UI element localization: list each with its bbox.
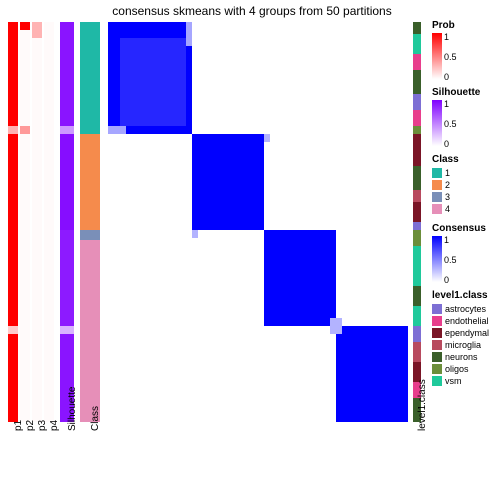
- consensus-heatmap: [108, 22, 408, 422]
- x-label-class: Class: [90, 406, 101, 431]
- legend-panel: Prob10.50 Silhouette10.50 Class1234 Consens…: [432, 20, 502, 395]
- level1-class-track: [413, 22, 421, 422]
- track-p2: [20, 22, 30, 422]
- x-label-p3: p3: [37, 420, 48, 431]
- plot-title: consensus skmeans with 4 groups from 50 …: [0, 4, 504, 18]
- track-p3: [32, 22, 42, 422]
- track-silhouette: [60, 22, 74, 422]
- legend-prob: Prob10.50: [432, 20, 502, 79]
- legend-consensus: Consensus10.50: [432, 223, 502, 282]
- legend-level1-class: level1.classastrocytesendothelialependym…: [432, 290, 502, 387]
- track-p1: [8, 22, 18, 422]
- plot-area: p1p2p3p4 Silhouette Class level1.class: [8, 22, 428, 442]
- x-label-p2: p2: [25, 420, 36, 431]
- x-label-level1-class: level1.class: [417, 379, 428, 431]
- track-class: [80, 22, 100, 422]
- x-label-p4: p4: [49, 420, 60, 431]
- legend-silhouette: Silhouette10.50: [432, 87, 502, 146]
- track-p4: [44, 22, 54, 422]
- x-label-silhouette: Silhouette: [67, 387, 78, 431]
- legend-class: Class1234: [432, 154, 502, 215]
- x-label-p1: p1: [13, 420, 24, 431]
